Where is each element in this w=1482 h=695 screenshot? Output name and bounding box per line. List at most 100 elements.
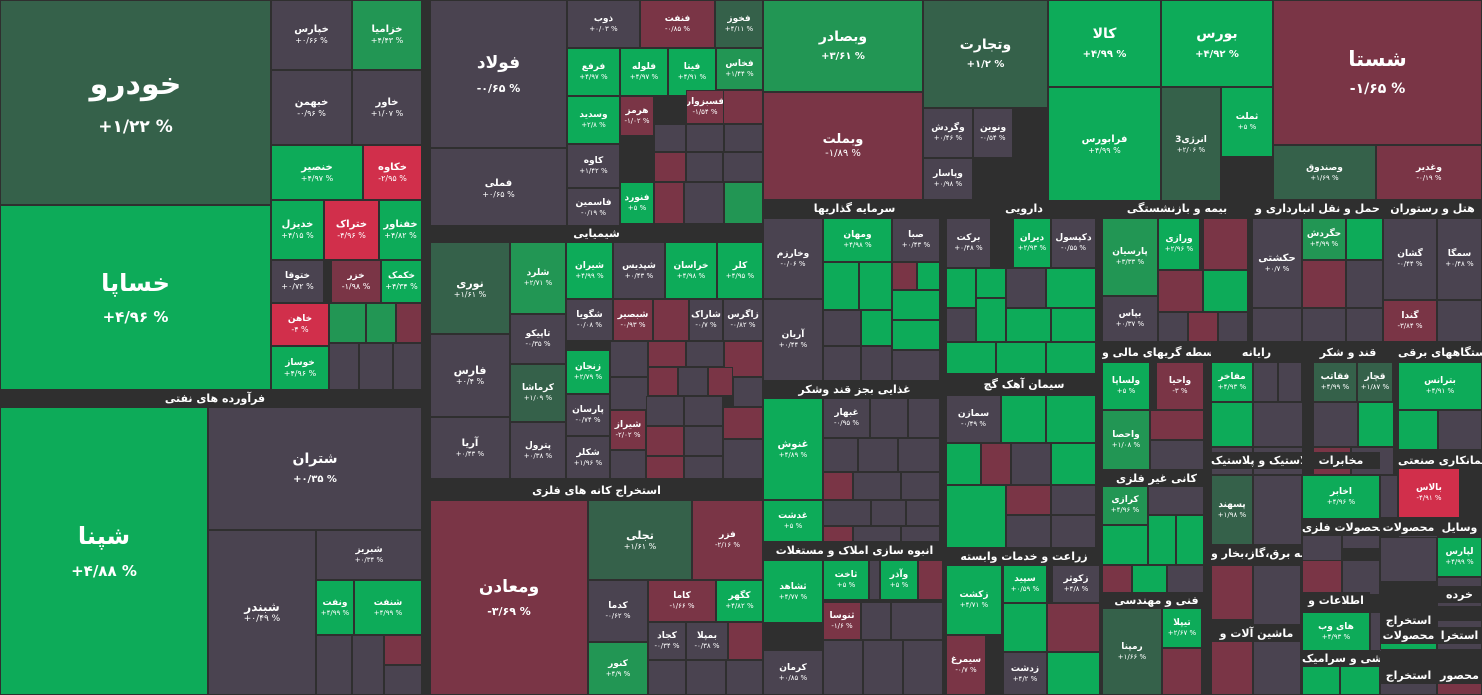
treemap-tile[interactable] [906, 500, 940, 526]
treemap-tile[interactable] [1253, 640, 1301, 695]
treemap-tile[interactable]: سیمرغ -۰/۷ % [946, 635, 986, 695]
treemap-tile[interactable] [723, 407, 763, 439]
treemap-tile[interactable] [892, 320, 940, 350]
treemap-tile[interactable] [1047, 652, 1100, 695]
treemap-tile[interactable]: غنوش +۴/۸۹ % [763, 398, 823, 500]
treemap-tile[interactable] [728, 622, 763, 660]
treemap-tile[interactable]: غدشت +۵ % [763, 500, 823, 542]
treemap-tile[interactable]: خدیزل +۴/۱۵ % [271, 200, 324, 260]
treemap-tile[interactable]: بورس +۴/۹۲ % [1161, 0, 1273, 87]
treemap-tile[interactable]: گندا -۳/۸۴ % [1383, 300, 1437, 342]
treemap-tile[interactable] [1203, 270, 1248, 312]
treemap-tile[interactable] [684, 456, 723, 479]
treemap-tile[interactable] [861, 602, 891, 640]
treemap-tile[interactable]: ورازی +۲/۹۶ % [1158, 218, 1200, 270]
treemap-tile[interactable] [1148, 515, 1176, 565]
treemap-tile[interactable] [853, 472, 901, 500]
treemap-tile[interactable]: وسدید +۲/۸ % [567, 96, 620, 144]
treemap-tile[interactable] [1162, 648, 1202, 695]
treemap-tile[interactable]: مفاخر +۴/۹۳ % [1211, 362, 1253, 402]
sector-header[interactable]: خرده [1437, 586, 1482, 603]
sector-header[interactable]: هتل و رستوران [1383, 200, 1482, 217]
treemap-tile[interactable] [646, 396, 684, 426]
treemap-tile[interactable] [976, 298, 1006, 342]
treemap-tile[interactable] [1211, 402, 1253, 447]
treemap-tile[interactable] [996, 342, 1046, 374]
treemap-tile[interactable]: زاگرس -۰/۸۲ % [723, 299, 763, 341]
treemap-tile[interactable]: خراسان +۴/۹۸ % [665, 242, 717, 299]
treemap-tile[interactable] [384, 635, 422, 665]
treemap-tile[interactable] [1158, 312, 1188, 342]
treemap-tile[interactable]: شکلر +۱/۹۶ % [566, 436, 610, 479]
treemap-tile[interactable] [723, 439, 763, 479]
sector-header[interactable]: عرضه برق،گاز،بخار و [1211, 545, 1302, 562]
treemap-tile[interactable] [917, 262, 940, 290]
treemap-tile[interactable] [646, 456, 684, 479]
treemap-tile[interactable]: غبهار -۰/۹۵ % [823, 398, 870, 438]
treemap-tile[interactable]: کرازی +۴/۹۶ % [1102, 485, 1148, 525]
treemap-tile[interactable]: شپدیس +۰/۴۳ % [613, 242, 665, 299]
treemap-tile[interactable]: شبندر +۰/۴۹ % [208, 530, 316, 695]
treemap-tile[interactable] [1158, 270, 1203, 312]
treemap-tile[interactable]: ولساپا +۵ % [1102, 362, 1150, 410]
treemap-tile[interactable]: فخوز +۴/۱۱ % [715, 0, 763, 48]
treemap-tile[interactable]: شبصیر -۰/۹۳ % [613, 299, 653, 341]
sector-header[interactable]: استخرا [1437, 627, 1482, 644]
sector-header[interactable]: استخراج [1380, 612, 1437, 629]
treemap-tile[interactable] [329, 303, 366, 343]
treemap-tile[interactable]: وصندوق +۱/۶۹ % [1273, 145, 1376, 200]
sector-header[interactable]: دارویی [946, 200, 1102, 217]
treemap-tile[interactable] [823, 438, 858, 472]
treemap-tile[interactable] [918, 560, 943, 600]
treemap-tile[interactable]: فسبزوار -۱/۵۴ % [686, 90, 724, 124]
treemap-tile[interactable] [859, 262, 892, 310]
treemap-tile[interactable] [823, 310, 861, 346]
treemap-tile[interactable]: هرمز -۱/۰۲ % [620, 96, 654, 136]
treemap-tile[interactable]: ثملت +۵ % [1221, 87, 1273, 157]
treemap-tile[interactable] [891, 602, 943, 640]
treemap-tile[interactable] [1253, 402, 1303, 447]
treemap-tile[interactable] [384, 665, 422, 695]
treemap-tile[interactable]: خکمک +۴/۳۴ % [381, 260, 422, 303]
treemap-tile[interactable]: ختراک -۴/۹۶ % [324, 200, 379, 260]
treemap-tile[interactable] [686, 152, 723, 182]
sector-header[interactable]: پیمانکاری صنعتی [1398, 452, 1482, 469]
treemap-tile[interactable]: ختوقا +۰/۷۲ % [271, 260, 324, 303]
treemap-tile[interactable]: فلوله +۴/۹۷ % [620, 48, 668, 96]
treemap-tile[interactable]: ومهان +۴/۹۸ % [823, 218, 892, 262]
treemap-tile[interactable] [976, 268, 1006, 298]
treemap-tile[interactable] [823, 346, 861, 381]
treemap-tile[interactable]: آریا +۰/۴۳ % [430, 417, 510, 479]
treemap-tile[interactable] [654, 124, 686, 152]
treemap-tile[interactable]: زنجان +۲/۷۹ % [566, 350, 610, 394]
treemap-tile[interactable] [1006, 308, 1051, 342]
treemap-tile[interactable]: بمپلا -۰/۳۸ % [686, 622, 728, 660]
treemap-tile[interactable] [686, 341, 724, 367]
treemap-tile[interactable]: پسهند +۱/۹۸ % [1211, 475, 1253, 545]
treemap-tile[interactable] [723, 152, 763, 182]
treemap-tile[interactable]: کدما -۰/۶۲ % [588, 580, 648, 642]
treemap-tile[interactable] [646, 426, 684, 456]
treemap-tile[interactable]: فملی +۰/۶۵ % [430, 148, 567, 230]
sector-header[interactable]: سرمایه گذاریها [763, 200, 946, 217]
treemap-tile[interactable]: فارس +۰/۴ % [430, 334, 510, 417]
sector-header[interactable]: سیمان آهک گچ [946, 376, 1102, 393]
treemap-tile[interactable]: ذوب +۰/۰۳ % [567, 0, 640, 48]
treemap-tile[interactable] [903, 640, 943, 695]
treemap-tile[interactable]: خبهمن -۰/۹۶ % [271, 70, 352, 145]
treemap-tile[interactable]: دیران +۲/۹۳ % [1013, 218, 1051, 268]
treemap-tile[interactable] [1218, 312, 1248, 342]
treemap-tile[interactable] [823, 500, 871, 526]
sector-header[interactable]: فرآورده های نفتی [0, 390, 430, 407]
treemap-tile[interactable] [901, 472, 940, 500]
treemap-tile[interactable] [1148, 485, 1204, 515]
treemap-tile[interactable] [684, 182, 724, 224]
treemap-tile[interactable] [1346, 260, 1383, 308]
treemap-tile[interactable]: شبریز +۰/۳۴ % [316, 530, 422, 580]
treemap-tile[interactable]: کالا +۴/۹۹ % [1048, 0, 1161, 87]
treemap-tile[interactable]: دکپسول -۰/۵۵ % [1051, 218, 1096, 268]
treemap-tile[interactable] [708, 367, 733, 396]
sector-header[interactable]: غذایی بجز قند وشکر [763, 381, 946, 398]
treemap-tile[interactable] [1380, 537, 1437, 582]
treemap-tile[interactable] [1006, 268, 1046, 308]
